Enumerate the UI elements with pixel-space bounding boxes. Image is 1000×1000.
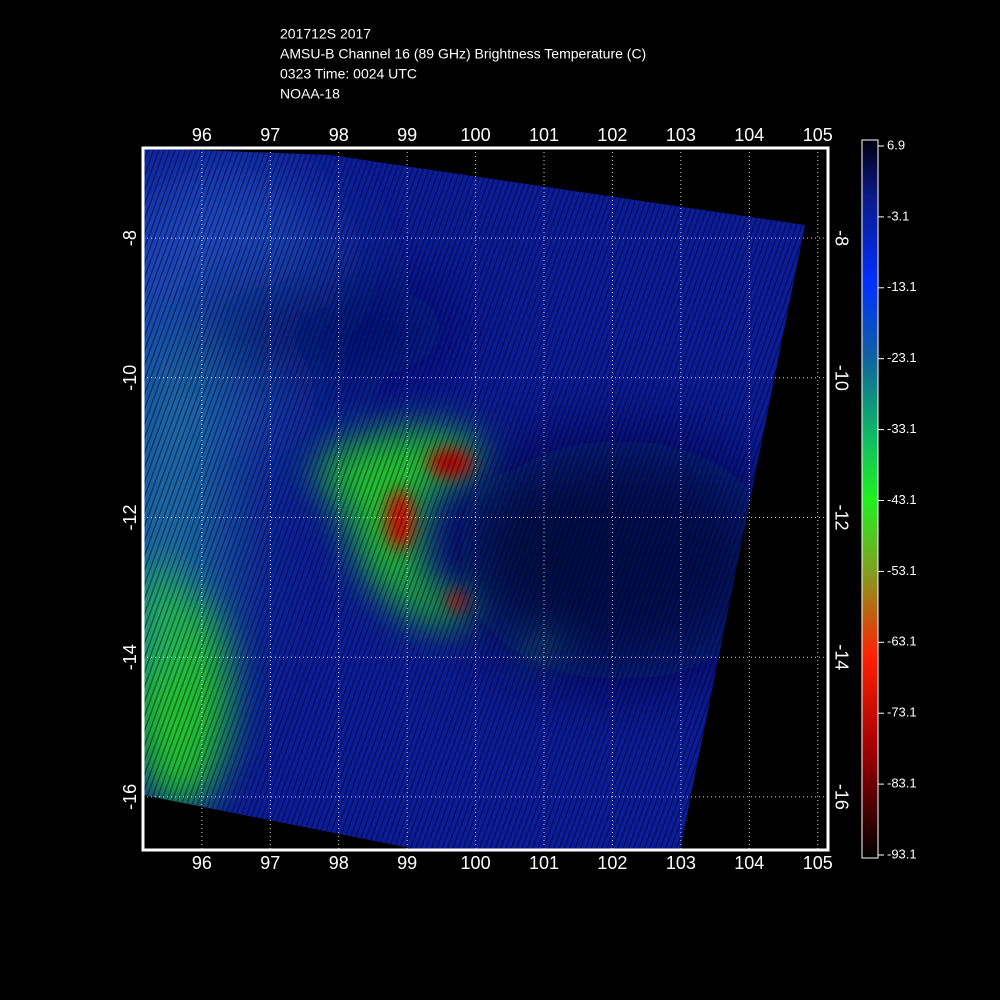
y-tick-label: -12 (120, 505, 140, 531)
x-tick-label: 99 (397, 125, 417, 145)
x-tick-label: 103 (666, 125, 696, 145)
x-tick-label: 100 (461, 853, 491, 873)
colorbar-tick-label: -23.1 (887, 350, 917, 365)
x-tick-label: 101 (529, 853, 559, 873)
x-tick-label: 97 (260, 853, 280, 873)
colorbar-tick-label: -33.1 (887, 421, 917, 436)
header-line: NOAA-18 (280, 86, 340, 102)
colorbar-tick-label: -43.1 (887, 492, 917, 507)
x-tick-label: 100 (461, 125, 491, 145)
x-tick-label: 105 (803, 125, 833, 145)
colorbar-tick-label: -13.1 (887, 279, 917, 294)
x-tick-label: 102 (597, 125, 627, 145)
x-tick-label: 103 (666, 853, 696, 873)
x-tick-label: 96 (192, 853, 212, 873)
header-line: 201712S 2017 (280, 26, 371, 42)
colorbar-tick-label: -93.1 (887, 846, 917, 861)
scan-texture (143, 148, 805, 850)
header-line: AMSU-B Channel 16 (89 GHz) Brightness Te… (280, 46, 646, 62)
header-line: 0323 Time: 0024 UTC (280, 66, 417, 82)
x-tick-label: 102 (597, 853, 627, 873)
y-tick-label: -8 (120, 230, 140, 246)
colorbar-tick-label: -53.1 (887, 563, 917, 578)
colorbar-tick-label: -73.1 (887, 705, 917, 720)
map-frame (141, 146, 830, 852)
y-tick-label: -16 (120, 784, 140, 810)
y-tick-label: -10 (120, 365, 140, 391)
x-tick-label: 99 (397, 853, 417, 873)
colorbar-tick-label: -63.1 (887, 634, 917, 649)
y-tick-label: -8 (831, 230, 851, 246)
tick-labels: 96 96 97 97 98 98 99 99 100 100 101 101 102 102 103 103… (120, 125, 917, 873)
header: 201712S 2017 AMSU-B Channel 16 (89 GHz) … (280, 26, 646, 102)
x-tick-label: 104 (734, 125, 764, 145)
x-tick-label: 101 (529, 125, 559, 145)
y-tick-label: -10 (831, 365, 851, 391)
colorbar-tick-label: -3.1 (887, 208, 909, 223)
y-tick-label: -12 (831, 505, 851, 531)
x-tick-label: 96 (192, 125, 212, 145)
colorbar (861, 139, 879, 859)
y-tick-label: -16 (831, 784, 851, 810)
imagery (143, 148, 805, 850)
x-tick-label: 104 (734, 853, 764, 873)
x-tick-label: 105 (803, 853, 833, 873)
colorbar-tick-label: -83.1 (887, 776, 917, 791)
x-tick-label: 98 (329, 853, 349, 873)
colorbar-tick-label: 6.9 (887, 137, 905, 152)
y-tick-label: -14 (120, 644, 140, 670)
y-tick-label: -14 (831, 644, 851, 670)
grid (143, 148, 828, 850)
x-tick-label: 98 (329, 125, 349, 145)
x-tick-label: 97 (260, 125, 280, 145)
